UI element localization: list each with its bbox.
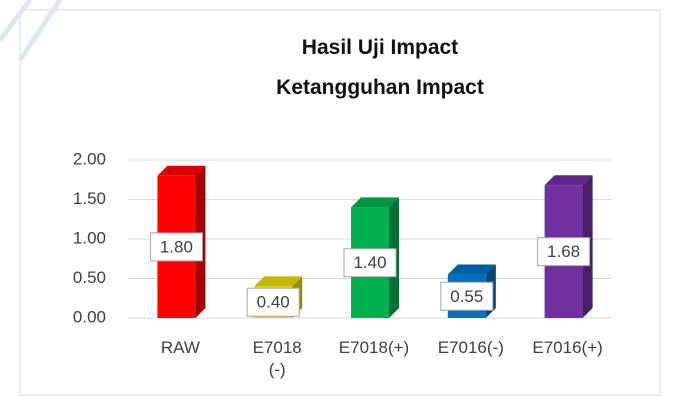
bar-top-shade: [157, 165, 206, 176]
x-tick-label: E7018(+): [338, 338, 410, 357]
y-tick-label: 1.00: [73, 228, 106, 247]
data-label-box: [537, 237, 591, 267]
data-label: 1.80: [160, 237, 193, 256]
bar-top: [351, 197, 399, 208]
bar-top-shade: [254, 276, 303, 287]
bar-top: [254, 276, 303, 287]
data-label: 1.40: [353, 253, 386, 272]
chart-title: Hasil Uji Impact: [301, 36, 459, 59]
data-label-box: [149, 232, 203, 262]
chart-subtitle: Ketangguhan Impact: [276, 76, 484, 99]
data-label: 1.68: [547, 242, 580, 261]
x-tick-label: RAW: [160, 338, 200, 357]
bar-top: [544, 175, 593, 186]
data-label-box: [246, 287, 300, 317]
bar-top: [447, 264, 496, 275]
y-tick-label: 2.00: [73, 149, 106, 168]
y-tick-label: 1.50: [73, 189, 106, 208]
x-tick-label: E7016(+): [532, 338, 603, 357]
x-tick-label: E7016(-): [437, 338, 504, 357]
data-label-box: [343, 248, 397, 278]
data-label-box: [440, 281, 494, 311]
y-tick-label: 0.50: [73, 268, 106, 287]
data-label: 0.55: [450, 287, 483, 306]
bar-top-shade: [544, 175, 593, 186]
bar-top: [157, 165, 206, 176]
x-tick-label: E7018 (-): [252, 338, 302, 379]
bar-top-shade: [447, 264, 496, 275]
data-label: 0.40: [257, 293, 290, 312]
bar-top-shade: [351, 197, 399, 208]
y-tick-label: 0.00: [73, 307, 106, 326]
decoration: [0, 0, 63, 62]
